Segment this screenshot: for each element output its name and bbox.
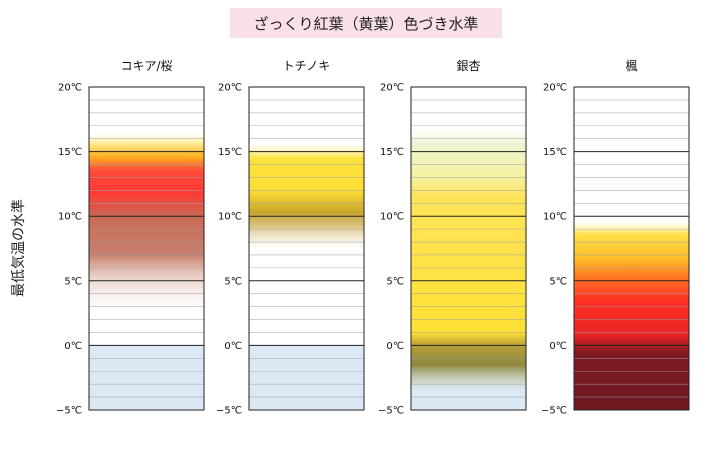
y-tick-label: 0℃ — [64, 341, 82, 352]
y-tick-label: 20℃ — [218, 83, 242, 94]
chart-title: ざっくり紅葉（黄葉）色づき水準 — [230, 8, 502, 38]
y-tick-label: 20℃ — [58, 83, 82, 94]
column-name: 楓 — [625, 58, 637, 73]
y-tick-label: 15℃ — [58, 147, 82, 158]
column-name: トチノキ — [283, 59, 331, 73]
y-tick-label: 5℃ — [549, 276, 567, 287]
y-tick-label: 0℃ — [386, 341, 404, 352]
column-name: コキア/桜 — [120, 59, 172, 73]
y-tick-label: 0℃ — [224, 341, 242, 352]
y-tick-label: 10℃ — [218, 212, 242, 223]
y-tick-label: 0℃ — [549, 341, 567, 352]
y-tick-label: 5℃ — [64, 276, 82, 287]
y-tick-label: 20℃ — [543, 83, 567, 94]
column-4: 楓 20℃ 15℃ 10℃ 5℃ 0℃ −5℃ — [541, 58, 690, 417]
color-band — [574, 87, 689, 410]
column-border — [573, 86, 690, 411]
y-tick-label: −5℃ — [216, 406, 242, 417]
column-1: コキア/桜 20℃ 15℃ 10℃ 5℃ 0℃ −5℃ — [56, 59, 205, 417]
y-tick-label: 15℃ — [380, 147, 404, 158]
color-band — [411, 87, 526, 410]
y-tick-label: 20℃ — [380, 83, 404, 94]
y-tick-label: −5℃ — [378, 406, 404, 417]
y-tick-label: 10℃ — [380, 212, 404, 223]
y-tick-label: 10℃ — [58, 212, 82, 223]
y-tick-label: −5℃ — [56, 406, 82, 417]
y-tick-label: 5℃ — [224, 276, 242, 287]
y-tick-label: 5℃ — [386, 276, 404, 287]
y-tick-label: 15℃ — [543, 147, 567, 158]
column-name: 銀杏 — [456, 59, 480, 73]
column-2: トチノキ 20℃ 15℃ 10℃ 5℃ 0℃ −5℃ — [216, 59, 365, 417]
y-tick-label: 15℃ — [218, 147, 242, 158]
column-border — [88, 86, 205, 411]
y-tick-label: 10℃ — [543, 212, 567, 223]
color-band — [249, 87, 364, 410]
column-border — [410, 86, 527, 411]
column-3: 銀杏 20℃ 15℃ 10℃ 5℃ 0℃ −5℃ — [378, 59, 527, 417]
color-band — [89, 87, 204, 410]
y-tick-label: −5℃ — [541, 406, 567, 417]
column-border — [248, 86, 365, 411]
